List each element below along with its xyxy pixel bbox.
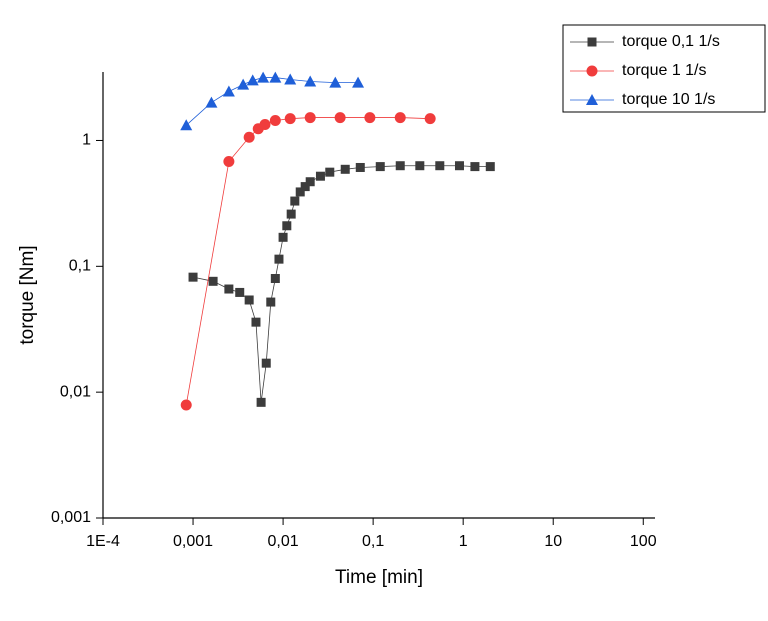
x-tick-label: 1E-4 bbox=[86, 533, 120, 550]
data-point bbox=[334, 112, 346, 124]
data-point bbox=[485, 162, 495, 172]
data-point bbox=[244, 295, 254, 305]
data-point bbox=[329, 76, 342, 88]
x-axis-title: Time [min] bbox=[335, 567, 423, 588]
y-tick-label: 1 bbox=[82, 132, 91, 149]
data-point bbox=[251, 317, 261, 327]
data-point bbox=[237, 78, 250, 90]
y-tick-label: 0,001 bbox=[51, 509, 91, 526]
data-point bbox=[304, 112, 316, 124]
data-point bbox=[278, 232, 288, 242]
legend-label: torque 0,1 1/s bbox=[622, 33, 720, 50]
data-point bbox=[290, 196, 300, 206]
legend-marker bbox=[586, 94, 598, 105]
y-tick-label: 0,1 bbox=[69, 258, 91, 275]
data-point bbox=[223, 156, 235, 168]
data-point bbox=[180, 399, 192, 411]
data-point bbox=[375, 162, 385, 172]
data-point bbox=[325, 167, 335, 177]
data-point bbox=[188, 272, 198, 282]
data-point bbox=[282, 221, 292, 231]
data-point bbox=[266, 297, 276, 307]
data-point bbox=[261, 358, 271, 368]
data-point bbox=[208, 276, 218, 286]
data-point bbox=[295, 187, 305, 197]
x-tick-label: 0,01 bbox=[268, 533, 299, 550]
x-tick-label: 0,001 bbox=[173, 533, 213, 550]
data-point bbox=[454, 161, 464, 171]
x-tick-label: 0,1 bbox=[362, 533, 384, 550]
data-point bbox=[222, 85, 235, 97]
data-point bbox=[352, 76, 365, 88]
data-point bbox=[364, 112, 376, 124]
data-point bbox=[435, 161, 445, 171]
x-tick-label: 100 bbox=[630, 533, 657, 550]
data-point bbox=[470, 162, 480, 172]
data-point bbox=[394, 112, 406, 124]
legend-label: torque 10 1/s bbox=[622, 91, 715, 108]
data-point bbox=[286, 209, 296, 219]
y-axis-title: torque [Nm] bbox=[17, 245, 38, 344]
legend-marker bbox=[587, 37, 597, 47]
y-tick-label: 0,01 bbox=[60, 383, 91, 400]
data-point bbox=[269, 115, 281, 127]
x-tick-label: 10 bbox=[544, 533, 562, 550]
data-point bbox=[284, 113, 296, 125]
data-point bbox=[224, 284, 234, 294]
data-point bbox=[355, 162, 365, 172]
data-point bbox=[284, 73, 297, 85]
data-point bbox=[246, 74, 259, 86]
data-point bbox=[257, 71, 270, 83]
data-point bbox=[180, 119, 193, 131]
data-point bbox=[274, 254, 284, 264]
data-point bbox=[235, 287, 245, 297]
data-point bbox=[256, 397, 266, 407]
data-point bbox=[270, 274, 280, 284]
data-point bbox=[395, 161, 405, 171]
x-tick-label: 1 bbox=[459, 533, 468, 550]
data-point bbox=[205, 96, 218, 108]
data-point bbox=[305, 177, 315, 187]
data-point bbox=[300, 182, 310, 192]
data-point bbox=[304, 75, 317, 87]
data-point bbox=[340, 164, 350, 174]
data-point bbox=[259, 118, 271, 130]
legend-label: torque 1 1/s bbox=[622, 62, 707, 79]
data-point bbox=[424, 113, 436, 125]
data-point bbox=[415, 161, 425, 171]
legend-marker bbox=[586, 65, 598, 77]
data-point bbox=[269, 71, 282, 83]
data-point bbox=[315, 171, 325, 181]
data-point bbox=[243, 131, 255, 143]
